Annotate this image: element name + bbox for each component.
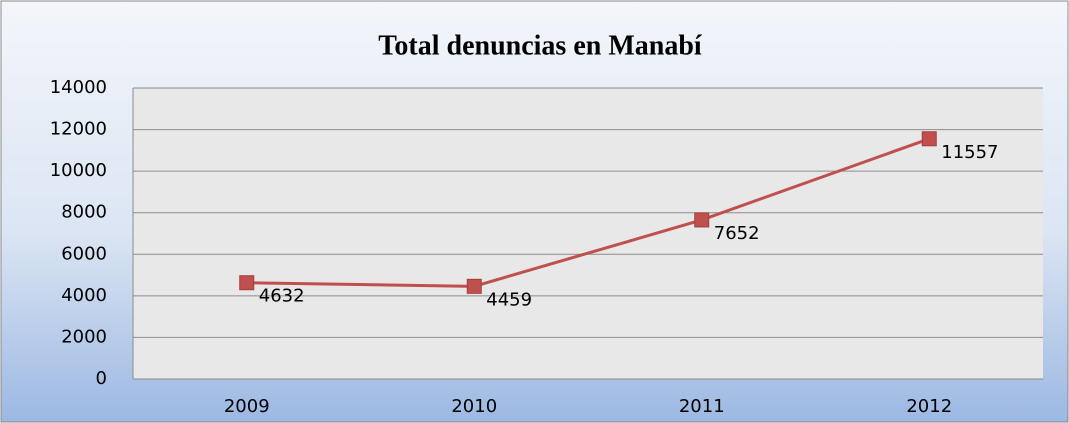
- data-label: 7652: [714, 223, 760, 244]
- y-tick-label: 6000: [61, 243, 107, 264]
- y-tick-label: 2000: [61, 326, 107, 347]
- y-tick-label: 10000: [50, 160, 107, 181]
- data-label: 11557: [941, 142, 998, 163]
- y-tick-label: 0: [96, 368, 107, 389]
- y-tick-label: 8000: [61, 202, 107, 223]
- x-tick-label: 2009: [224, 396, 270, 417]
- y-tick-label: 12000: [50, 119, 107, 140]
- data-point: [694, 212, 710, 228]
- x-tick-label: 2010: [451, 396, 497, 417]
- data-point: [239, 275, 255, 291]
- data-point: [921, 131, 937, 147]
- data-line: [246, 137, 930, 288]
- y-tick-label: 14000: [50, 77, 107, 98]
- data-point: [466, 278, 482, 294]
- data-label: 4632: [259, 286, 305, 307]
- chart-title: Total denuncias en Manabí: [378, 30, 703, 61]
- plot-area: [133, 88, 1043, 379]
- x-tick-label: 2012: [906, 396, 952, 417]
- y-tick-label: 4000: [61, 285, 107, 306]
- data-label: 4459: [486, 289, 532, 310]
- x-tick-label: 2011: [679, 396, 725, 417]
